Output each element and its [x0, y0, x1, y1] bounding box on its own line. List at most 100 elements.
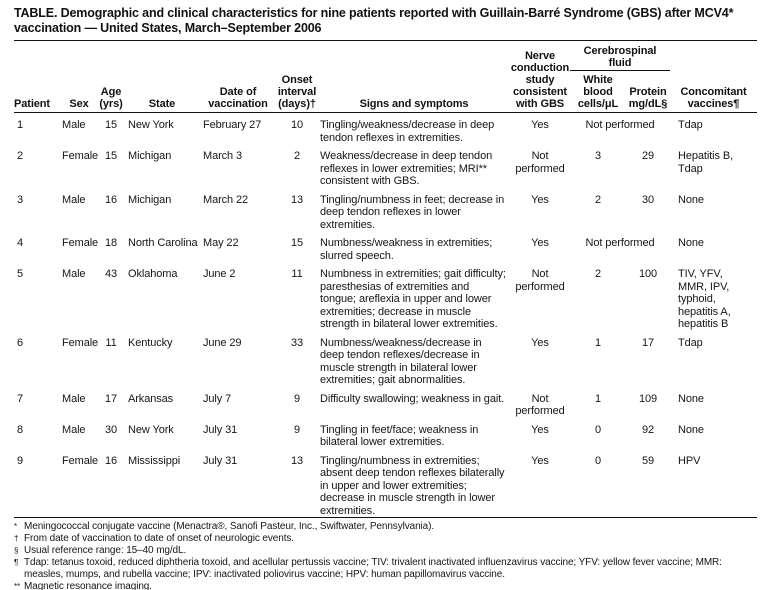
cell-onset-interval: 15	[290, 237, 304, 249]
cell-age: 18	[104, 237, 118, 249]
cell-vaccination-date: June 2	[203, 268, 236, 280]
footnote-marker: †	[14, 534, 19, 543]
cell-vaccination-date: June 29	[203, 336, 242, 349]
cell-state: Mississippi	[128, 454, 181, 467]
footnote: § Usual reference range: 15–40 mg/dL.	[14, 545, 759, 557]
cell-vaccination-date: February 27	[203, 119, 262, 131]
table-body: 1 Male 15 New York February 27 1 0 Tingli…	[14, 113, 757, 518]
cell-nerve-conduction: Yes	[531, 237, 549, 249]
cell-vaccination-date: July 31	[203, 423, 238, 436]
cell-signs-symptoms: Numbness/weakness in extremities; slurre…	[320, 237, 493, 262]
footnote-text: From date of vaccination to date of onse…	[24, 533, 294, 544]
cell-protein: 100	[638, 268, 658, 280]
cell-nerve-conduction: Yes	[531, 423, 549, 436]
cell-state: Kentucky	[128, 336, 173, 349]
footnote: † From date of vaccination to date of ons…	[14, 533, 759, 545]
cell-age: 16	[104, 454, 118, 467]
cell-signs-symptoms: Tingling/weakness/decrease in deep tendo…	[320, 119, 495, 144]
cell-protein: 59	[641, 454, 655, 467]
cell-patient: 6	[17, 336, 24, 349]
cell-nerve-conduction: Yes	[531, 336, 549, 349]
footnote-marker: **	[14, 582, 21, 590]
cell-white-blood-cells: 1	[594, 336, 602, 349]
cell-state: Michigan	[128, 150, 172, 162]
column-group-cerebrospinal-fluid: Cerebrospinal fluid	[570, 40, 670, 71]
cell-age: 11	[105, 336, 117, 349]
table-row: 1 Male 15 New York February 27 10 Tingli…	[14, 113, 757, 145]
footnote: * Meningococcal conjugate vaccine (Menact…	[14, 521, 759, 533]
cell-patient: 9	[17, 454, 24, 467]
cell-state: New York	[128, 423, 174, 436]
cell-patient: 5	[17, 268, 24, 280]
column-header-vaccination-date: Date of vaccination	[208, 86, 268, 110]
cell-vaccination-date: July 7	[203, 392, 232, 405]
table-row: 6 Female 11 Kentucky June 29 33 Numbness…	[14, 331, 757, 387]
cell-protein: 30	[641, 193, 655, 206]
table-row: 5 Male 43 Oklahoma June 2 11 Numbness in…	[14, 262, 757, 331]
table-header: Patient Sex Age (yrs) State Date of vacc…	[14, 40, 757, 113]
cell-protein: 17	[641, 336, 655, 349]
column-header-concomitant-vaccines: Concomitant vaccines¶	[680, 86, 747, 110]
footnote-marker: §	[14, 546, 19, 555]
cell-age: 43	[104, 268, 118, 280]
cell-sex: Female	[62, 237, 99, 249]
cell-signs-symptoms: Tingling/numbness in feet; decrease in d…	[320, 193, 505, 231]
table-row: 7 Male 17 Arkansas July 7 9 Difficulty s…	[14, 387, 757, 418]
cell-patient: 2	[17, 150, 24, 162]
cell-patient: 7	[17, 392, 24, 405]
cell-sex: Male	[62, 268, 86, 280]
cell-concomitant-vaccines: None	[678, 193, 704, 206]
cell-nerve-conduction: Not performed	[515, 392, 565, 418]
cell-concomitant-vaccines: HPV	[678, 454, 701, 467]
cell-state: Oklahoma	[128, 268, 178, 280]
cell-vaccination-date: July 31	[203, 454, 238, 467]
cell-state: Arkansas	[128, 392, 174, 405]
footnote-text: Meningococcal conjugate vaccine (Menactr…	[24, 521, 435, 532]
table-row: 9 Female 16 Mississippi July 31 13 Tingl…	[14, 449, 757, 518]
cell-patient: 8	[17, 423, 24, 436]
cell-onset-interval: 11	[291, 268, 303, 280]
cell-age: 15	[104, 119, 118, 131]
cell-age: 30	[104, 423, 118, 436]
column-header-signs-symptoms: Signs and symptoms	[359, 98, 469, 110]
cell-nerve-conduction: Not performed	[515, 268, 565, 293]
footnote-text: Usual reference range: 15–40 mg/dL.	[24, 545, 187, 556]
cell-protein: 109	[638, 392, 658, 405]
cell-concomitant-vaccines: TIV, YFV, MMR, IPV, typhoid, hepatitis A…	[678, 268, 731, 330]
column-header-sex: Sex	[69, 98, 89, 110]
cell-concomitant-vaccines: Tdap	[678, 119, 703, 131]
cell-concomitant-vaccines: None	[678, 423, 704, 436]
table-title-line2: vaccination — United States, March–Septe…	[14, 21, 322, 35]
table-header-row-2: White blood cells/μL Protein mg/dL§	[14, 71, 757, 113]
cell-sex: Male	[62, 392, 86, 405]
cell-white-blood-cells: 3	[594, 150, 602, 162]
cell-state: New York	[128, 119, 174, 131]
cell-nerve-conduction: Yes	[531, 119, 549, 131]
cell-sex: Female	[62, 454, 99, 467]
cell-white-blood-cells: 2	[594, 268, 602, 280]
cell-onset-interval: 33	[290, 336, 304, 349]
cell-concomitant-vaccines: None	[678, 237, 704, 249]
cell-concomitant-vaccines: Hepatitis B, Tdap	[678, 150, 734, 175]
cell-sex: Male	[62, 119, 86, 131]
cell-age: 16	[104, 193, 118, 206]
cell-state: Michigan	[128, 193, 172, 206]
cell-concomitant-vaccines: Tdap	[678, 336, 703, 349]
cell-patient: 4	[17, 237, 24, 249]
column-header-white-blood-cells: White blood cells/μL	[577, 74, 619, 110]
cell-age: 17	[104, 392, 118, 405]
table-row: 8 Male 30 New York July 31 9 Tingling in…	[14, 418, 757, 449]
cell-signs-symptoms: Tingling/numbness in extremities; absent…	[320, 454, 505, 517]
cell-vaccination-date: May 22	[203, 237, 239, 249]
gbs-patients-table: Patient Sex Age (yrs) State Date of vacc…	[14, 40, 757, 518]
cell-white-blood-cells: 1	[594, 392, 602, 405]
table-row: 4 Female 18 North Carolina May 22 15 Num…	[14, 231, 757, 262]
table-header-row-1: Patient Sex Age (yrs) State Date of vacc…	[14, 40, 757, 110]
cell-patient: 3	[17, 193, 24, 206]
footnote-text: Magnetic resonance imaging.	[24, 581, 152, 590]
cell-signs-symptoms: Weakness/decrease in deep tendon reflexe…	[320, 150, 493, 187]
cell-white-blood-cells: 0	[594, 454, 602, 467]
cell-vaccination-date: March 22	[203, 193, 249, 206]
cell-signs-symptoms: Numbness/weakness/decrease in deep tendo…	[320, 336, 482, 387]
